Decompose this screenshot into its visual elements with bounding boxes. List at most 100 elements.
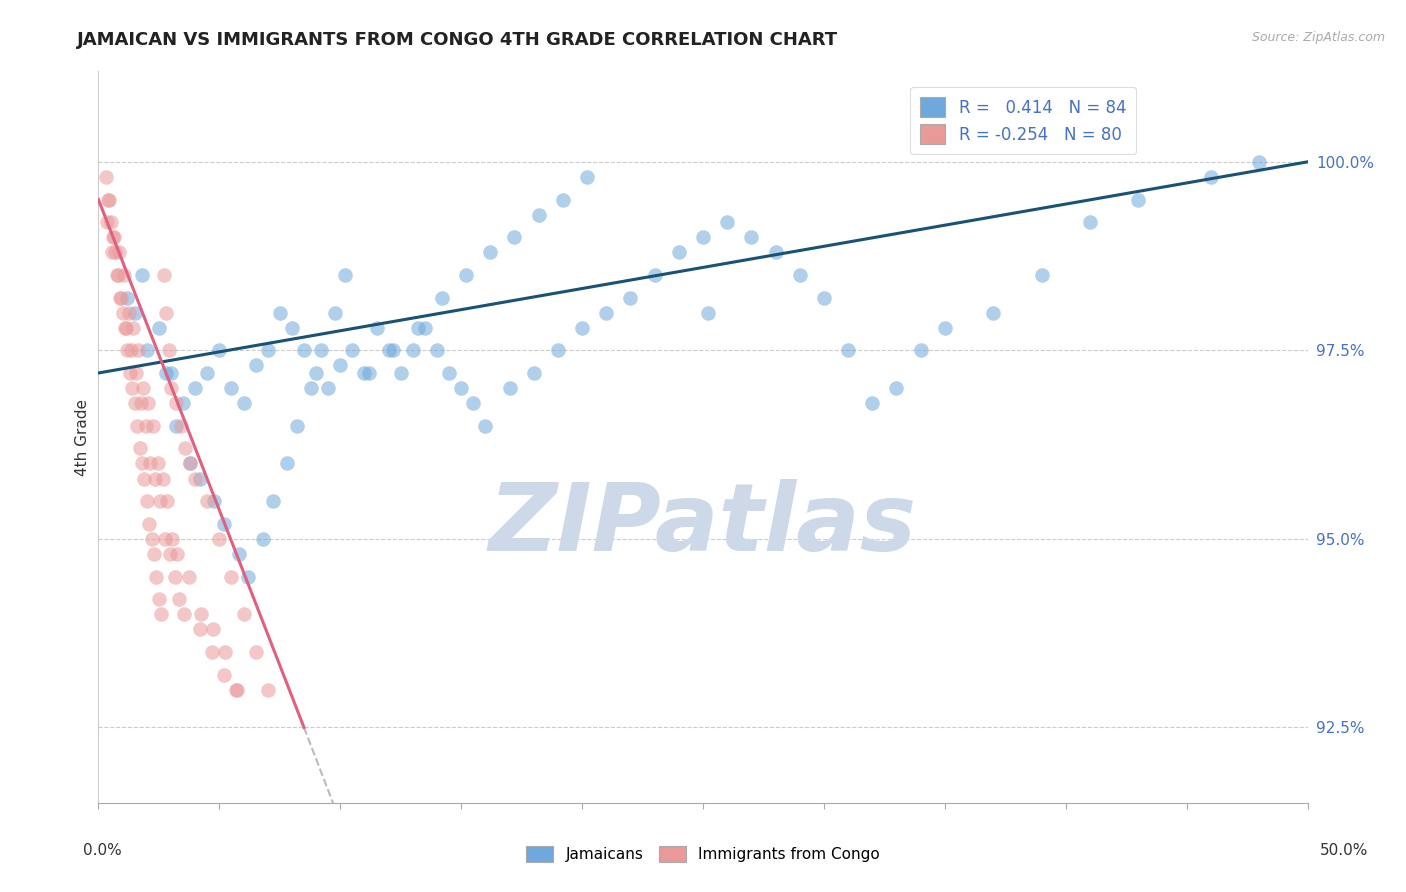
Point	[96, 215, 118, 229]
Point	[108, 245, 131, 260]
Point	[201, 645, 224, 659]
Point	[100, 245, 122, 260]
Point	[169, 592, 191, 607]
Point	[256, 343, 278, 358]
Point	[131, 268, 153, 282]
Point	[575, 169, 598, 184]
Point	[202, 623, 225, 637]
Point	[382, 343, 405, 358]
Point	[860, 396, 883, 410]
Point	[269, 306, 291, 320]
Point	[104, 245, 127, 260]
Point	[353, 366, 375, 380]
Point	[141, 532, 163, 546]
Point	[696, 306, 718, 320]
Point	[108, 291, 131, 305]
Point	[131, 457, 153, 471]
Point	[285, 418, 308, 433]
Point	[377, 343, 399, 358]
Point	[1078, 215, 1101, 229]
Point	[173, 607, 195, 622]
Point	[188, 623, 211, 637]
Point	[143, 547, 166, 561]
Point	[281, 320, 304, 334]
Point	[934, 320, 956, 334]
Point	[256, 682, 278, 697]
Point	[122, 320, 145, 334]
Point	[366, 320, 388, 334]
Point	[135, 418, 157, 433]
Point	[148, 592, 170, 607]
Point	[112, 268, 135, 282]
Point	[160, 366, 183, 380]
Point	[245, 359, 267, 373]
Point	[262, 494, 284, 508]
Text: JAMAICAN VS IMMIGRANTS FROM CONGO 4TH GRADE CORRELATION CHART: JAMAICAN VS IMMIGRANTS FROM CONGO 4TH GR…	[77, 31, 838, 49]
Point	[981, 306, 1004, 320]
Point	[325, 306, 347, 320]
Point	[143, 471, 166, 485]
Point	[166, 547, 188, 561]
Point	[124, 396, 146, 410]
Point	[160, 381, 183, 395]
Text: 0.0%: 0.0%	[83, 843, 122, 858]
Point	[152, 268, 174, 282]
Point	[155, 366, 177, 380]
Y-axis label: 4th Grade: 4th Grade	[75, 399, 90, 475]
Point	[107, 268, 129, 282]
Point	[595, 306, 617, 320]
Point	[195, 494, 218, 508]
Text: 50.0%: 50.0%	[1320, 843, 1368, 858]
Point	[305, 366, 328, 380]
Point	[571, 320, 593, 334]
Point	[221, 381, 243, 395]
Point	[118, 306, 141, 320]
Point	[551, 193, 574, 207]
Point	[454, 268, 477, 282]
Point	[619, 291, 641, 305]
Point	[238, 569, 260, 583]
Point	[184, 471, 207, 485]
Point	[359, 366, 381, 380]
Point	[406, 320, 429, 334]
Point	[98, 193, 121, 207]
Point	[252, 532, 274, 546]
Point	[716, 215, 738, 229]
Point	[124, 306, 146, 320]
Point	[156, 494, 179, 508]
Point	[110, 291, 132, 305]
Point	[523, 366, 546, 380]
Point	[139, 457, 162, 471]
Point	[212, 667, 235, 681]
Point	[329, 359, 352, 373]
Point	[402, 343, 425, 358]
Point	[101, 230, 124, 244]
Point	[152, 471, 174, 485]
Point	[498, 381, 520, 395]
Point	[127, 343, 149, 358]
Point	[333, 268, 356, 282]
Point	[837, 343, 859, 358]
Point	[413, 320, 436, 334]
Legend: R =   0.414   N = 84, R = -0.254   N = 80: R = 0.414 N = 84, R = -0.254 N = 80	[910, 87, 1136, 154]
Point	[169, 418, 191, 433]
Point	[232, 396, 254, 410]
Text: Source: ZipAtlas.com: Source: ZipAtlas.com	[1251, 31, 1385, 45]
Point	[190, 607, 212, 622]
Point	[910, 343, 932, 358]
Point	[129, 396, 152, 410]
Point	[134, 471, 156, 485]
Point	[527, 208, 550, 222]
Point	[547, 343, 569, 358]
Point	[132, 381, 155, 395]
Point	[165, 396, 187, 410]
Point	[389, 366, 412, 380]
Point	[165, 418, 187, 433]
Point	[157, 343, 180, 358]
Point	[159, 547, 181, 561]
Legend: Jamaicans, Immigrants from Congo: Jamaicans, Immigrants from Congo	[520, 840, 886, 868]
Point	[437, 366, 460, 380]
Point	[146, 457, 169, 471]
Point	[195, 366, 218, 380]
Point	[208, 343, 231, 358]
